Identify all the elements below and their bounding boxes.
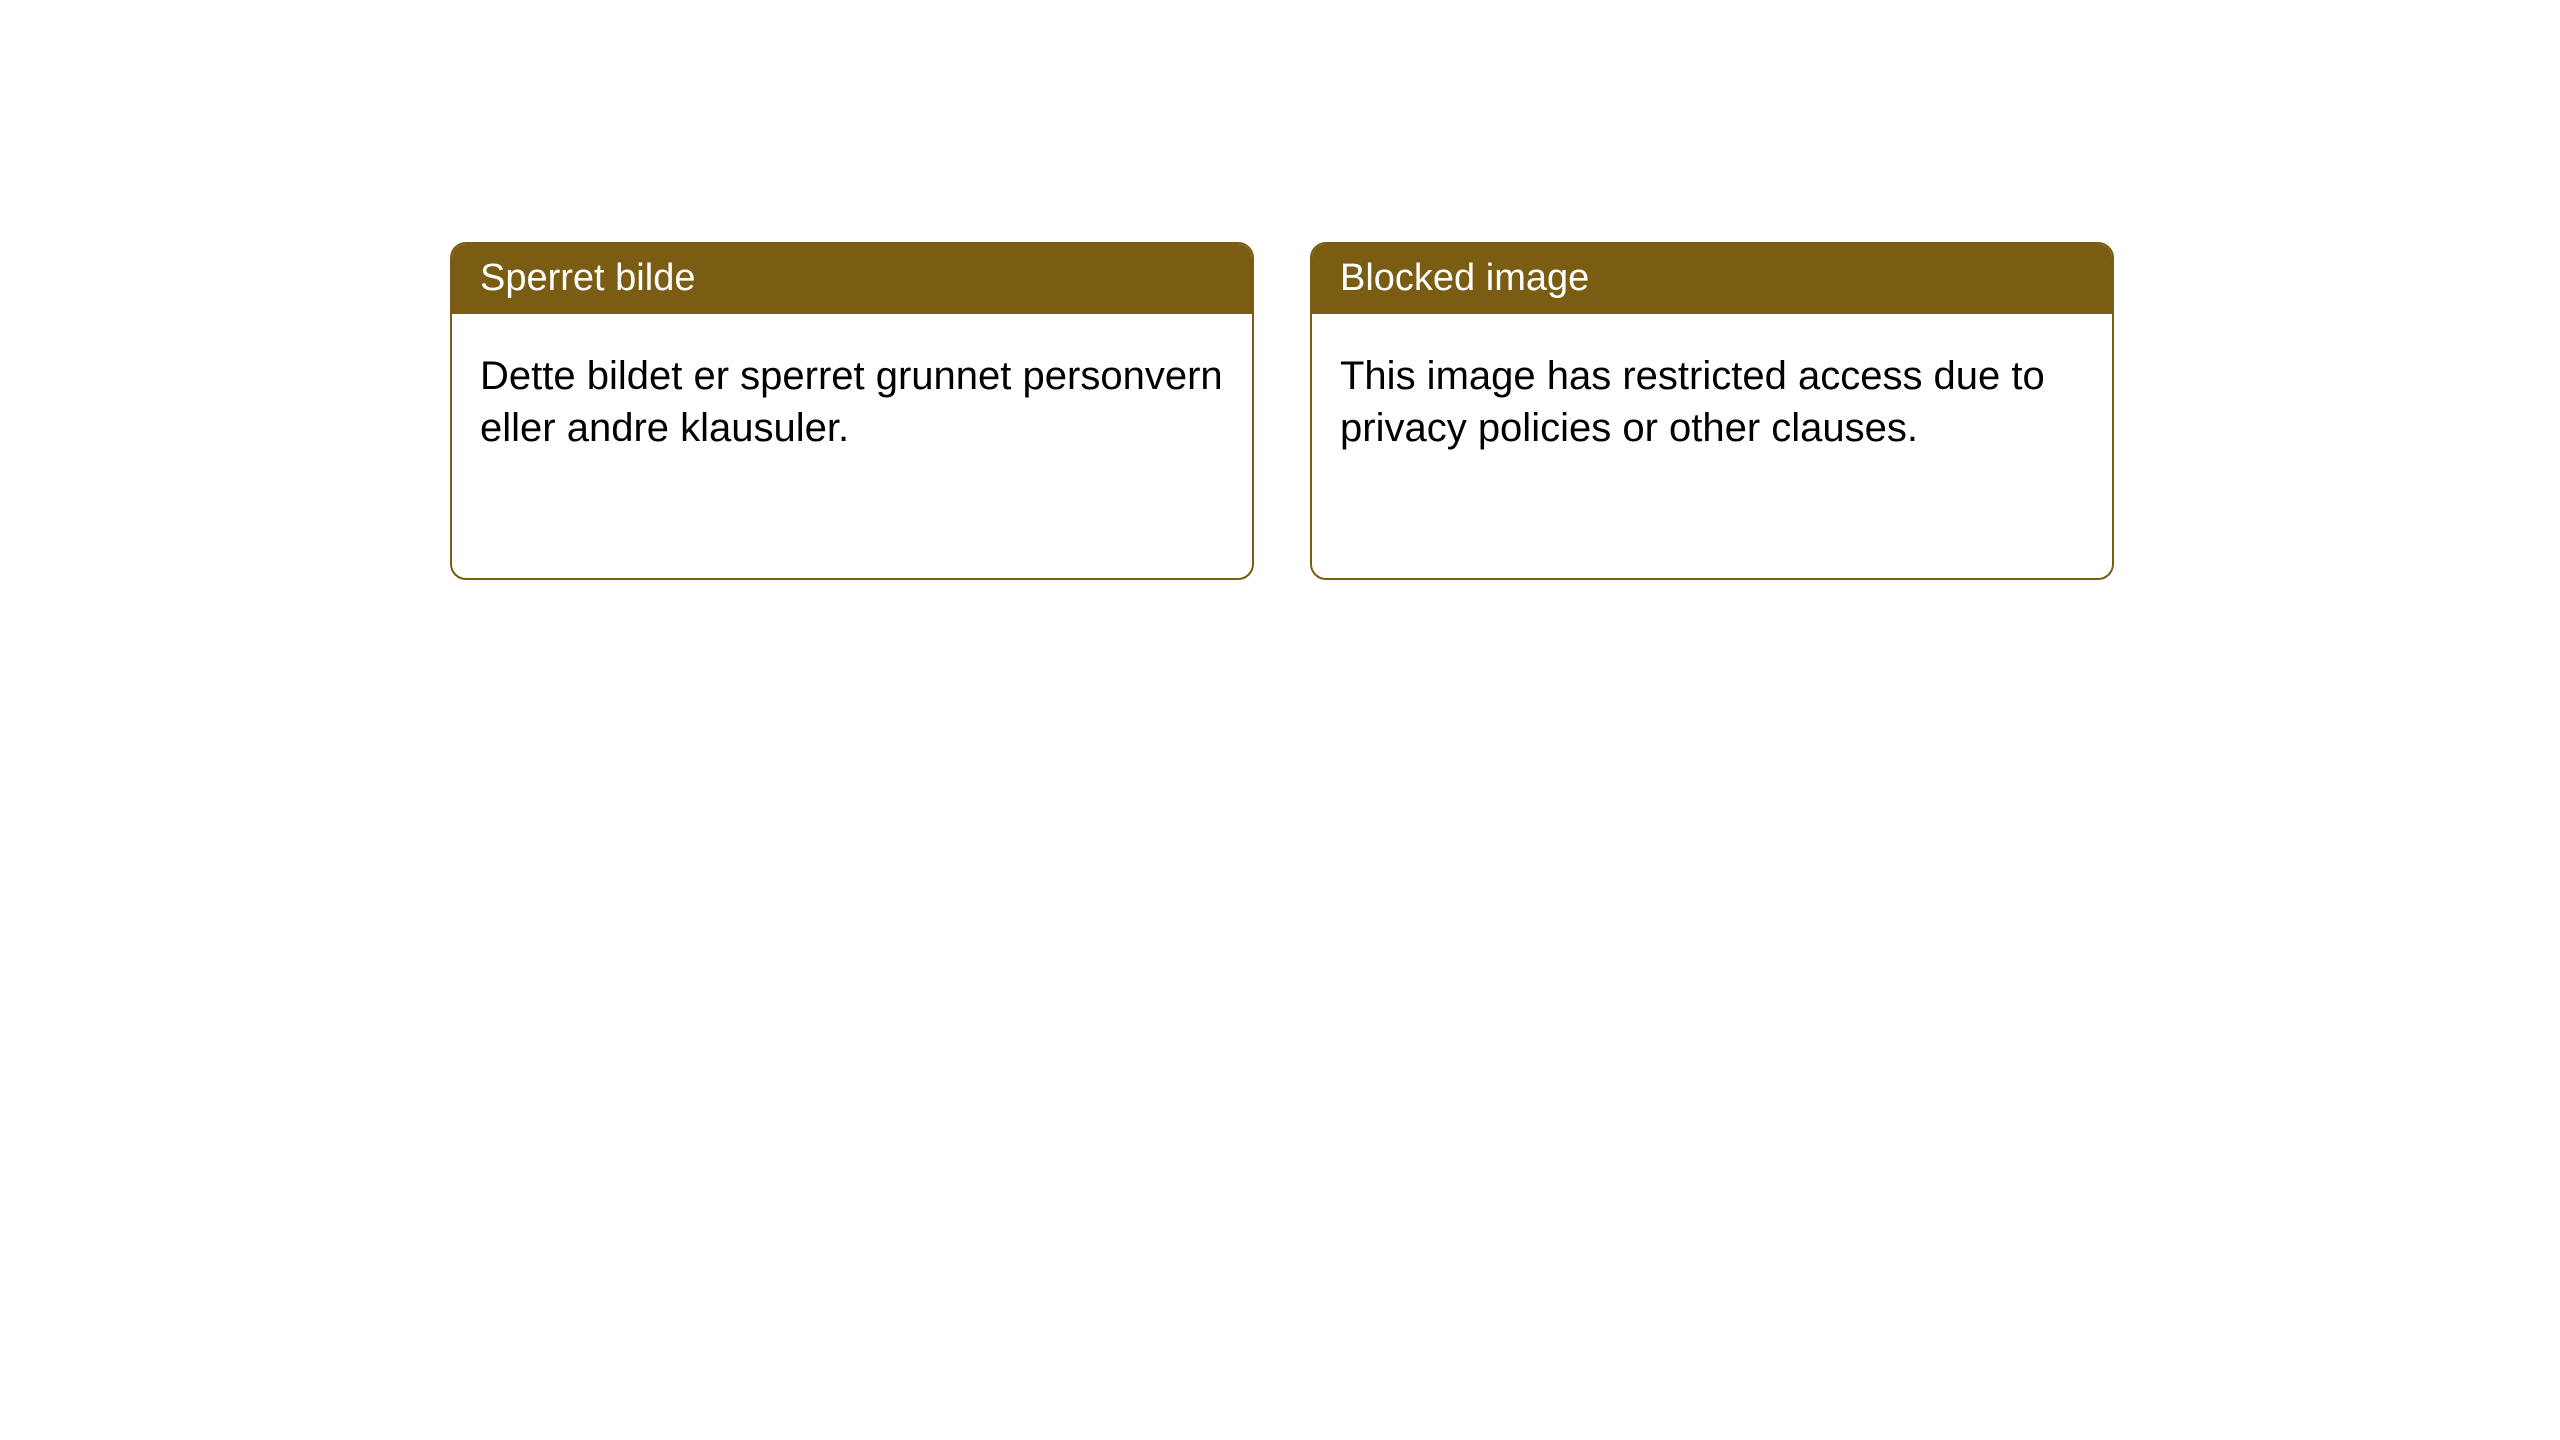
card-title: Sperret bilde (480, 257, 695, 299)
card-message: Dette bildet er sperret grunnet personve… (480, 354, 1223, 451)
notice-card-norwegian: Sperret bilde Dette bildet er sperret gr… (450, 242, 1254, 580)
card-title: Blocked image (1340, 257, 1589, 299)
notice-container: Sperret bilde Dette bildet er sperret gr… (450, 242, 2114, 580)
card-body: This image has restricted access due to … (1312, 314, 2112, 492)
card-body: Dette bildet er sperret grunnet personve… (452, 314, 1252, 492)
card-header: Sperret bilde (452, 244, 1252, 314)
notice-card-english: Blocked image This image has restricted … (1310, 242, 2114, 580)
card-header: Blocked image (1312, 244, 2112, 314)
card-message: This image has restricted access due to … (1340, 354, 2045, 451)
